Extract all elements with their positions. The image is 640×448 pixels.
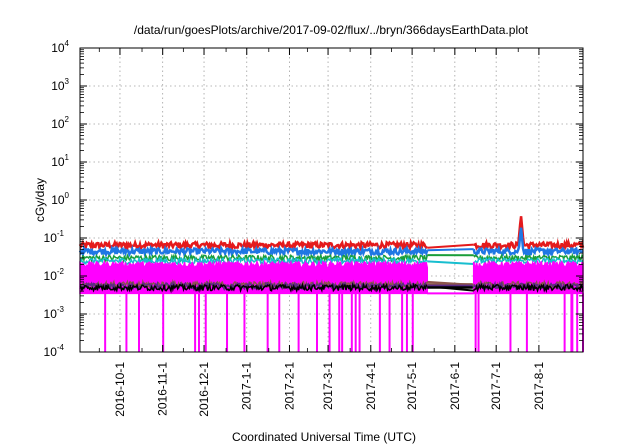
y-tick-exponent: 1 — [65, 153, 70, 162]
series-line — [473, 282, 584, 294]
y-tick-base: 10 — [51, 193, 65, 207]
x-tick-label: 2017-5-1 — [405, 362, 419, 410]
y-tick-label: 10-2 — [44, 267, 65, 283]
y-tick-label: 104 — [51, 39, 69, 55]
y-tick-label: 102 — [51, 115, 69, 131]
y-tick-label: 10-4 — [44, 343, 65, 359]
series-line — [78, 237, 428, 253]
series-line — [472, 227, 584, 259]
y-tick-base: 10 — [44, 307, 58, 321]
series-layer — [78, 216, 585, 352]
y-tick-exponent: -1 — [57, 229, 65, 238]
series-line — [473, 256, 584, 266]
y-tick-base: 10 — [51, 79, 65, 93]
y-tick-exponent: 2 — [65, 115, 70, 124]
y-tick-exponent: -2 — [57, 267, 65, 276]
series-line — [79, 255, 428, 267]
x-tick-label: 2016-12-1 — [197, 362, 211, 417]
x-axis: 2016-10-1 2016-11-1 2016-12-1 2017-1-1 2017-… — [98, 48, 546, 417]
y-tick-exponent: 4 — [65, 39, 70, 48]
chart-title: /data/run/goesPlots/archive/2017-09-02/f… — [134, 23, 529, 37]
series-line — [79, 252, 428, 265]
x-tick-label: 2016-10-1 — [113, 362, 127, 417]
y-tick-label: 10-3 — [44, 305, 65, 321]
gap-connector — [427, 248, 474, 252]
y-tick-exponent: -4 — [57, 343, 65, 352]
x-tick-label: 2017-7-1 — [489, 362, 503, 410]
series-line — [473, 252, 584, 264]
x-tick-label: 2016-11-1 — [156, 362, 170, 416]
series-line — [473, 216, 585, 253]
x-tick-label: 2017-1-1 — [240, 362, 254, 410]
x-tick-label: 2017-8-1 — [532, 362, 546, 410]
y-tick-exponent: -3 — [57, 305, 65, 314]
x-tick-label: 2017-3-1 — [321, 362, 335, 410]
y-tick-base: 10 — [51, 117, 65, 131]
gap-connector — [427, 260, 474, 266]
y-tick-label: 101 — [51, 153, 69, 169]
y-tick-base: 10 — [51, 41, 65, 55]
gap-connector — [427, 243, 474, 249]
series-line — [79, 282, 428, 294]
grid-lines — [80, 48, 583, 352]
y-tick-label: 103 — [51, 77, 69, 93]
x-tick-label: 2017-2-1 — [282, 362, 296, 410]
y-tick-base: 10 — [44, 269, 58, 283]
y-axis-label: cGy/day — [33, 178, 47, 222]
y-tick-exponent: 0 — [65, 191, 70, 200]
x-tick-label: 2017-4-1 — [364, 362, 378, 410]
y-tick-base: 10 — [44, 231, 58, 245]
y-tick-label: 100 — [51, 191, 69, 207]
y-tick-label: 10-1 — [44, 229, 65, 245]
series-line — [78, 244, 429, 260]
x-tick-label: 2017-6-1 — [448, 362, 462, 410]
y-tick-exponent: 3 — [65, 77, 70, 86]
x-axis-label: Coordinated Universal Time (UTC) — [232, 430, 416, 444]
y-tick-base: 10 — [44, 345, 58, 359]
y-tick-base: 10 — [51, 155, 65, 169]
